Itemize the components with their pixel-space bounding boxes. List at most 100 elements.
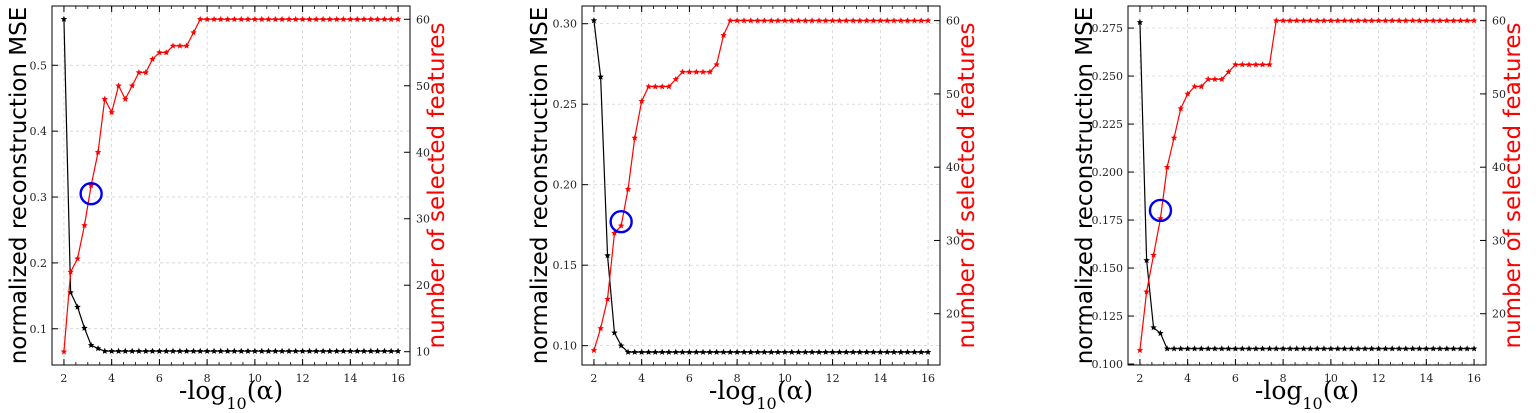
mse-point (652, 348, 659, 355)
mse-point (258, 347, 266, 354)
mse-point (597, 73, 604, 80)
features-point (238, 15, 245, 23)
mse-point (278, 347, 286, 354)
features-point (381, 15, 388, 23)
mse-point (849, 348, 857, 355)
mse-point (135, 347, 143, 354)
y-right-tick-label: 30 (416, 213, 430, 226)
y-right-tick-label: 20 (416, 279, 430, 292)
mse-point (81, 324, 88, 331)
features-point (142, 69, 150, 76)
features-point (278, 15, 286, 23)
mse-point (890, 348, 898, 355)
mse-point (374, 347, 381, 354)
mse-point (645, 348, 652, 355)
mse-series-line (593, 20, 929, 353)
mse-point (94, 345, 102, 352)
y-left-tick-label: 0.4 (30, 125, 48, 138)
y-left-tick-label: 0.225 (1092, 118, 1124, 131)
mse-point (604, 252, 611, 259)
features-point (720, 31, 727, 39)
features-point (1218, 75, 1226, 83)
x-tick-label: 2 (1136, 372, 1143, 385)
mse-point (169, 347, 177, 354)
features-point (1293, 17, 1300, 24)
mse-point (795, 348, 802, 355)
x-tick-label: 8 (734, 372, 741, 385)
mse-point (87, 341, 95, 348)
features-point (299, 15, 306, 23)
mse-point (1436, 345, 1444, 352)
y-right-tick-label: 40 (1492, 161, 1506, 174)
mse-point (842, 348, 850, 355)
features-point (1375, 17, 1382, 24)
plot-frame (1127, 5, 1487, 366)
features-point (285, 15, 293, 23)
mse-point (326, 347, 334, 354)
mse-point (163, 347, 170, 354)
mse-point (149, 347, 156, 354)
mse-point (1157, 329, 1164, 337)
x-tick-label: 2 (590, 372, 597, 385)
y-right-tick-label: 20 (1492, 308, 1506, 321)
features-point (774, 17, 782, 24)
plot-frame (581, 5, 941, 366)
mse-point (1307, 345, 1314, 352)
features-point (163, 49, 170, 56)
mse-point (224, 347, 231, 354)
features-point (1354, 17, 1362, 24)
features-point (611, 229, 618, 236)
features-point (849, 17, 857, 24)
mse-point (244, 347, 252, 354)
features-point (1184, 90, 1191, 97)
features-point (210, 15, 218, 23)
features-point (1191, 83, 1198, 90)
y-left-tick-label: 0.250 (1092, 70, 1124, 83)
mse-point (347, 347, 354, 354)
features-point (1320, 17, 1328, 24)
mse-point (101, 347, 108, 354)
mse-point (1293, 345, 1300, 352)
features-point (319, 15, 327, 23)
features-point (347, 15, 354, 23)
x-axis-label: -log10(α) (1255, 376, 1359, 413)
mse-point (774, 348, 782, 355)
features-point (1204, 75, 1212, 83)
mse-point (917, 348, 925, 355)
mse-point (1163, 345, 1171, 352)
selected-alpha-circle (1148, 198, 1173, 223)
features-point (333, 15, 340, 23)
y-left-tick-label: 0.25 (553, 98, 578, 111)
mse-point (1463, 345, 1471, 352)
mse-point (333, 347, 340, 354)
mse-point (196, 347, 204, 354)
features-point (306, 15, 313, 23)
y-right-tick-label: 30 (1492, 234, 1506, 247)
y-left-tick-label: 0.20 (553, 179, 578, 192)
x-tick-label: 4 (108, 372, 115, 385)
y-axis-label-right: number of selected features (1500, 23, 1526, 349)
y-axis-label-left: normalized reconstruction MSE (1072, 7, 1098, 365)
mse-point (122, 347, 129, 354)
features-point (74, 255, 81, 262)
features-point (360, 15, 368, 23)
mse-point (1375, 345, 1382, 352)
features-point (624, 185, 632, 192)
mse-point (897, 348, 905, 355)
chart-panel-3: 2 4 6 8 10 12 14 16 0.100 0.125 0.150 0.175 0.200 0.2… (1072, 5, 1526, 413)
mse-point (142, 347, 150, 354)
mse-point (693, 348, 700, 355)
x-tick-label: 10 (248, 372, 262, 385)
features-point (1457, 17, 1464, 24)
x-tick-label: 12 (296, 372, 310, 385)
features-point (1245, 61, 1253, 68)
features-point (169, 42, 177, 49)
mse-point (1300, 345, 1307, 352)
mse-point (285, 347, 293, 354)
mse-point (911, 348, 918, 355)
features-point (258, 15, 266, 23)
mse-point (1204, 345, 1212, 352)
y-left-tick-label: 0.200 (1092, 166, 1124, 179)
mse-point (1320, 345, 1328, 352)
y-right-tick-label: 60 (416, 13, 430, 26)
